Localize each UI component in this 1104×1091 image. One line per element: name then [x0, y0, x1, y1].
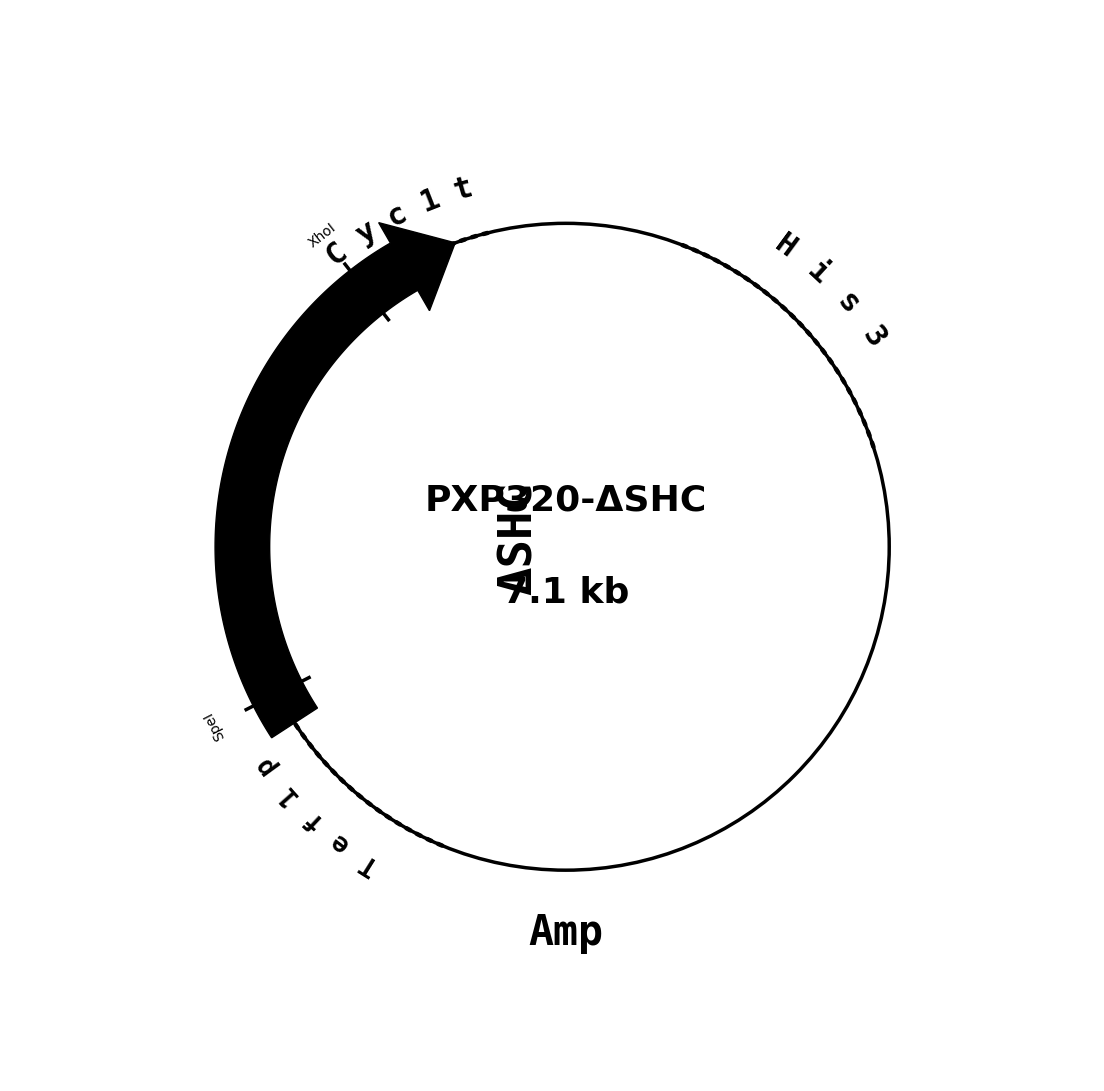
Text: 3: 3: [857, 322, 891, 353]
Text: c: c: [382, 199, 412, 232]
Polygon shape: [215, 223, 455, 738]
Text: 7.1 kb: 7.1 kb: [502, 576, 629, 610]
Text: PXP320-ΔSHC: PXP320-ΔSHC: [425, 483, 707, 517]
Text: SpeI: SpeI: [201, 709, 227, 743]
Text: t: t: [450, 172, 476, 205]
Text: ΔSHC: ΔSHC: [497, 481, 542, 596]
Text: 1: 1: [272, 779, 302, 808]
Text: f: f: [297, 804, 327, 834]
Text: y: y: [350, 216, 381, 250]
Text: e: e: [325, 827, 353, 858]
Text: i: i: [802, 256, 835, 290]
Text: 1: 1: [415, 183, 444, 217]
Text: s: s: [830, 287, 864, 321]
Text: C: C: [320, 237, 353, 271]
Text: H: H: [769, 229, 802, 264]
Text: XhoI: XhoI: [306, 220, 339, 251]
Text: Amp: Amp: [529, 912, 603, 955]
Text: p: p: [250, 752, 280, 780]
Text: T: T: [355, 847, 382, 877]
